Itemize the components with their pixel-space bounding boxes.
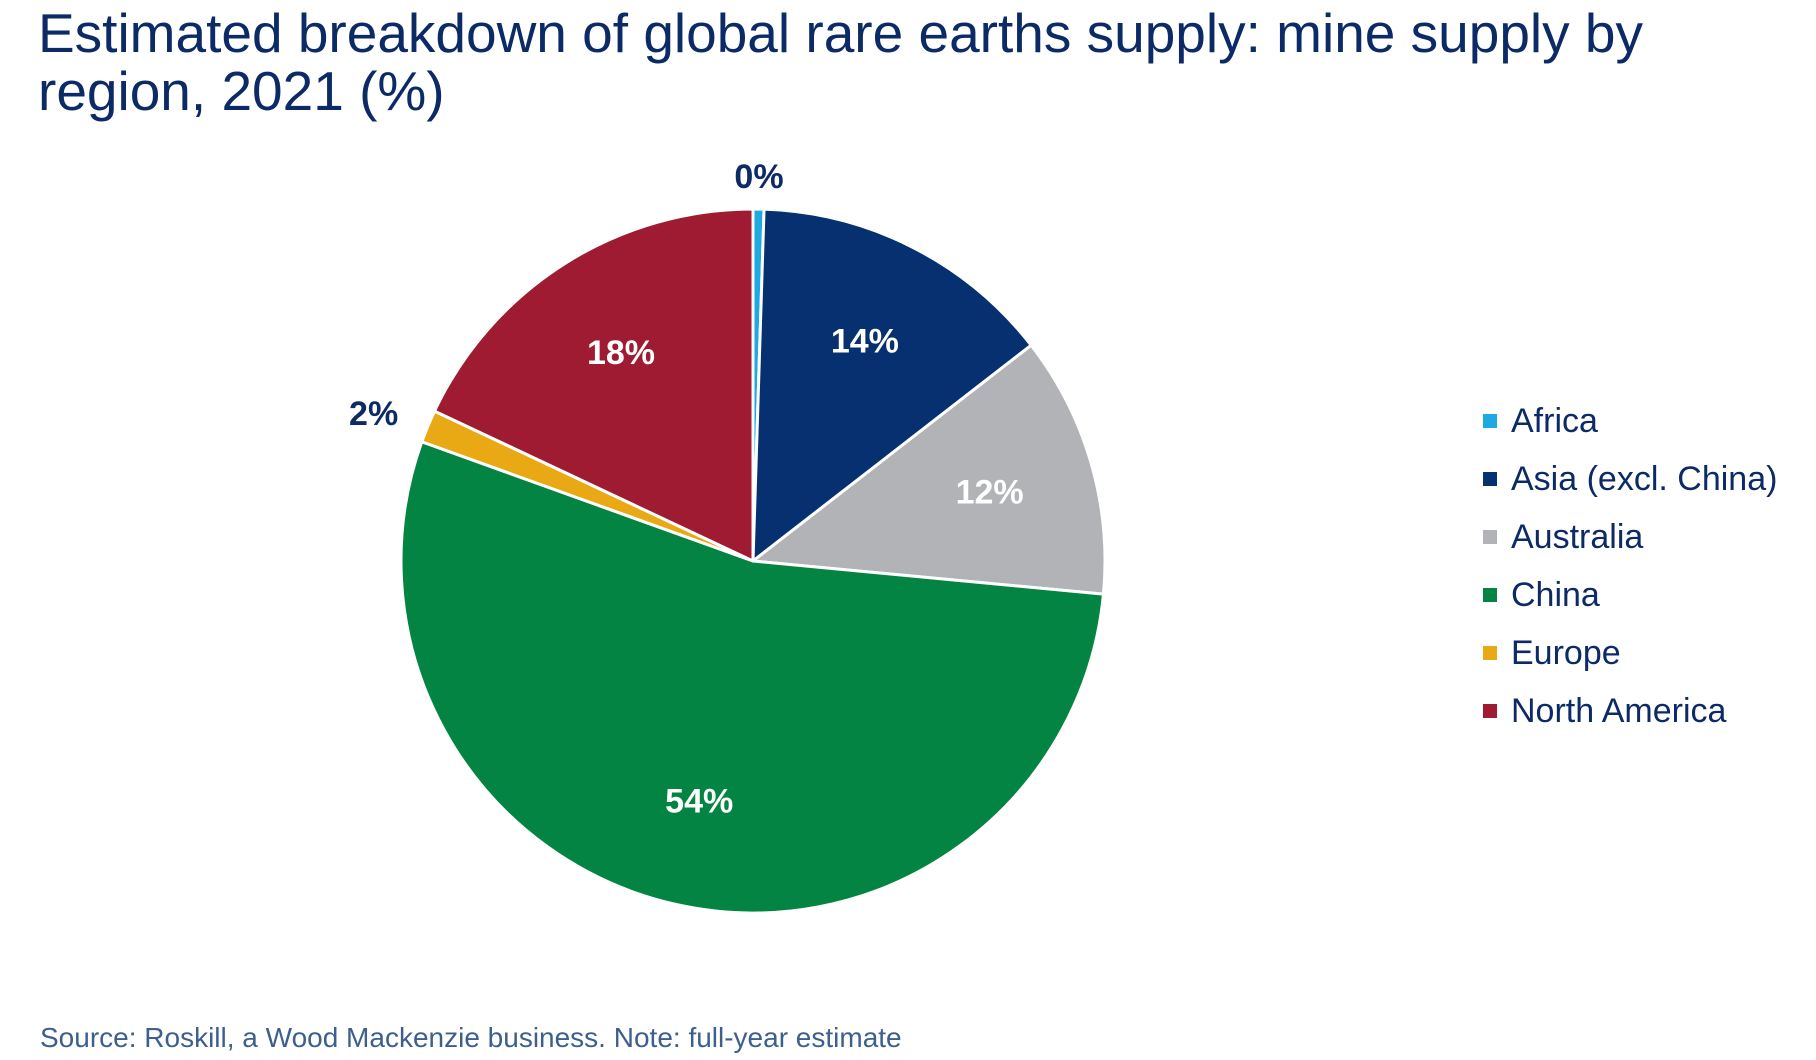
data-label-australia: 12%: [956, 473, 1024, 511]
source-note: Source: Roskill, a Wood Mackenzie busine…: [40, 1022, 902, 1053]
legend-label: Australia: [1511, 517, 1644, 556]
pie-chart: 0% 14% 12% 54% 2% 18%: [349, 158, 1107, 915]
legend-item-australia: Australia: [1483, 508, 1777, 566]
data-label-north-america: 18%: [587, 334, 655, 372]
pie-slices: [399, 207, 1107, 915]
pie-slice-north-america: [433, 207, 755, 563]
legend-swatch: [1483, 414, 1497, 428]
legend-label: China: [1511, 575, 1600, 614]
pie-slice-asia-excl-china: [751, 207, 1033, 563]
pie-data-labels: 0% 14% 12% 54% 2% 18%: [349, 158, 1024, 821]
legend-swatch: [1483, 530, 1497, 544]
legend-label: Africa: [1511, 401, 1598, 440]
legend-item-europe: Europe: [1483, 624, 1777, 682]
pie-slice-china: [399, 440, 1105, 915]
data-label-asia-excl-china: 14%: [831, 323, 899, 361]
data-label-china: 54%: [665, 783, 733, 821]
legend-item-china: China: [1483, 566, 1777, 624]
pie-slice-australia: [751, 343, 1107, 596]
legend-swatch: [1483, 646, 1497, 660]
legend-label: Asia (excl. China): [1511, 459, 1778, 498]
legend-swatch: [1483, 472, 1497, 486]
legend-label: Europe: [1511, 633, 1621, 672]
legend-swatch: [1483, 704, 1497, 718]
chart-legend: Africa Asia (excl. China) Australia China Eu…: [1483, 392, 1777, 740]
legend-item-africa: Africa: [1483, 392, 1777, 450]
legend-item-north-america: North America: [1483, 682, 1777, 740]
data-label-europe: 2%: [349, 395, 398, 433]
legend-label: North America: [1511, 691, 1727, 730]
legend-swatch: [1483, 588, 1497, 602]
chart-title: Estimated breakdown of global rare earth…: [38, 2, 1644, 122]
legend-item-asia-excl-china: Asia (excl. China): [1483, 450, 1777, 508]
data-label-africa: 0%: [734, 158, 783, 196]
